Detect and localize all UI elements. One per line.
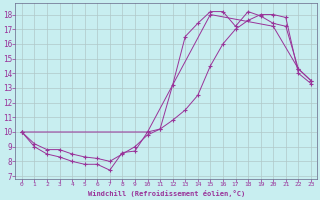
X-axis label: Windchill (Refroidissement éolien,°C): Windchill (Refroidissement éolien,°C) — [88, 190, 245, 197]
